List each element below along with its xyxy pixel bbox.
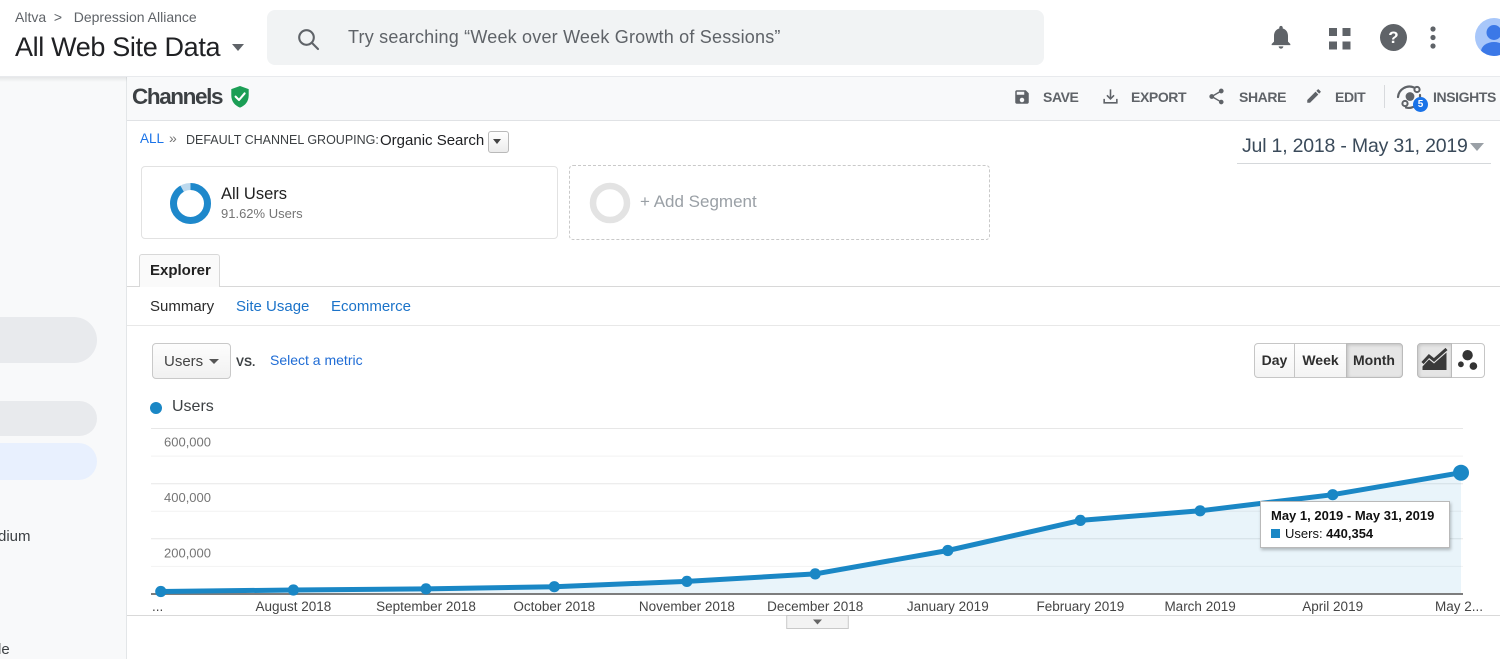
svg-text:May 2...: May 2... <box>1435 599 1483 614</box>
svg-text:400,000: 400,000 <box>164 490 211 505</box>
svg-text:March 2019: March 2019 <box>1164 599 1235 614</box>
svg-text:October 2018: October 2018 <box>513 599 595 614</box>
svg-text:February 2019: February 2019 <box>1036 599 1124 614</box>
svg-text:November 2018: November 2018 <box>639 599 735 614</box>
svg-text:200,000: 200,000 <box>164 546 211 561</box>
svg-text:...: ... <box>152 599 163 614</box>
svg-text:September 2018: September 2018 <box>376 599 476 614</box>
svg-text:December 2018: December 2018 <box>767 599 863 614</box>
svg-text:600,000: 600,000 <box>164 435 211 450</box>
svg-text:January 2019: January 2019 <box>907 599 989 614</box>
svg-text:April 2019: April 2019 <box>1302 599 1363 614</box>
svg-text:August 2018: August 2018 <box>255 599 331 614</box>
